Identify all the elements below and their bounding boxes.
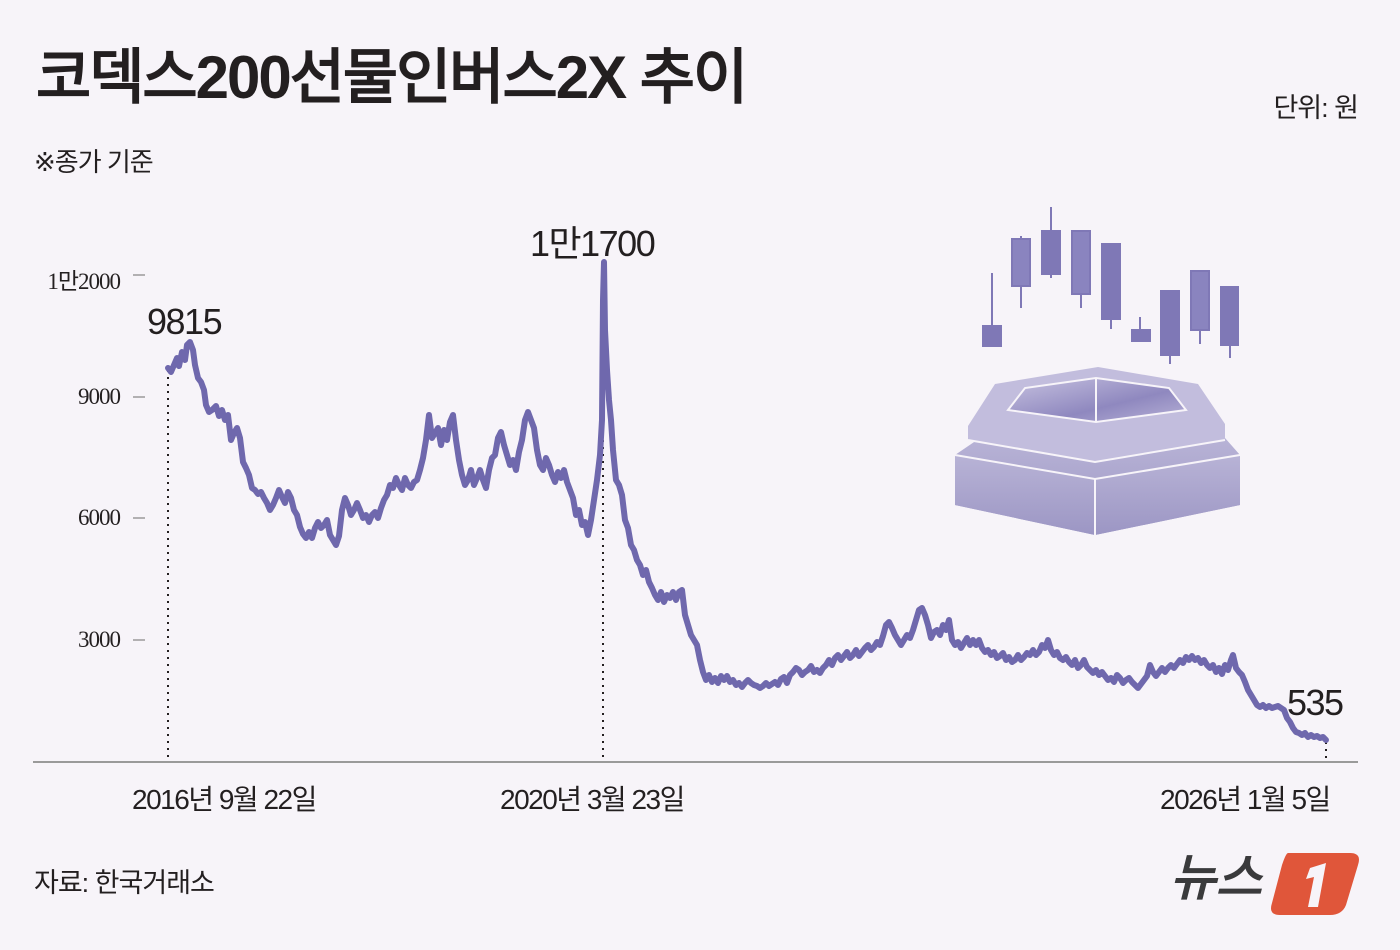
x-label-peak: 2020년 3월 23일	[500, 784, 685, 815]
chart-subtitle: ※종가 기준	[34, 147, 154, 177]
start-value-annotation: 9815	[147, 301, 223, 342]
source-label: 자료: 한국거래소	[34, 868, 215, 898]
logo-text: 뉴스	[1170, 849, 1264, 907]
y-tick-label: 3000	[78, 627, 121, 652]
candlestick-chart-over-hexagonal-base-icon	[954, 207, 1241, 535]
x-label-end: 2026년 1월 5일	[1160, 784, 1331, 815]
price-line	[165, 259, 1329, 743]
y-tick-label: 9000	[78, 384, 121, 409]
peak-value-annotation: 1만1700	[530, 223, 656, 264]
end-value-annotation: 535	[1287, 682, 1344, 723]
y-tick-label: 6000	[78, 505, 121, 530]
chart-title: 코덱스200선물인버스2X 추이	[36, 44, 748, 111]
x-label-start: 2016년 9월 22일	[132, 784, 317, 815]
reference-lines	[167, 370, 1327, 762]
news1-logo-icon: 뉴스	[1170, 849, 1359, 915]
y-tick-marks	[133, 274, 145, 641]
y-tick-label: 1만2000	[47, 269, 121, 294]
unit-label: 단위: 원	[1273, 93, 1359, 123]
